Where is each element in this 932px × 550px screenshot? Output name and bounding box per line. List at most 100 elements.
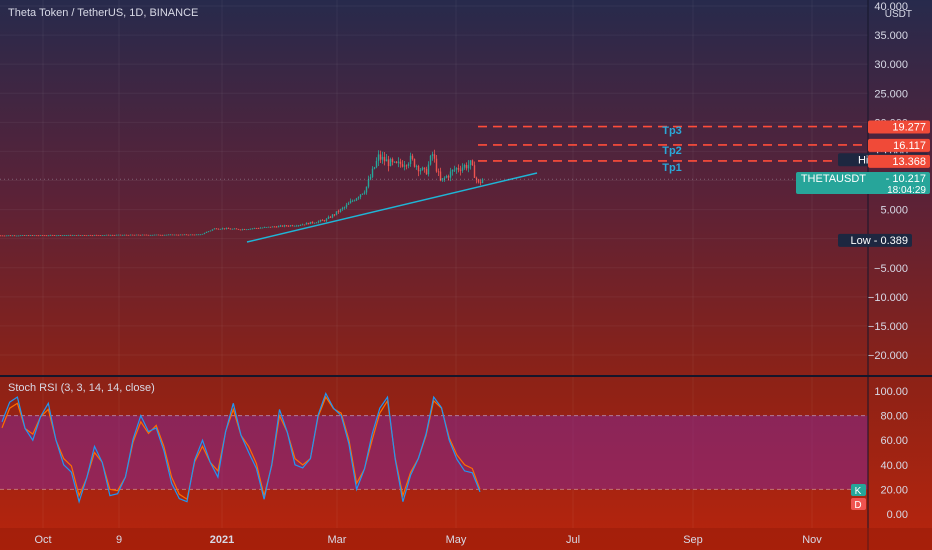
time-tick-label: Mar [328, 534, 347, 546]
time-tick-label: Jul [566, 534, 580, 546]
candle-body [75, 235, 78, 236]
candle-body [1, 235, 4, 237]
low-badge[interactable] [838, 233, 912, 247]
candle-body [463, 165, 466, 168]
oscillator-title: Stoch RSI (3, 3, 14, 14, close) [8, 382, 155, 394]
candle-body [421, 167, 424, 171]
candle-body [5, 235, 8, 237]
candle-body [281, 225, 284, 227]
candle-body [293, 225, 296, 227]
candle-body [439, 171, 442, 181]
candle-body [409, 155, 412, 164]
candle-body [349, 201, 352, 204]
osc-tick-label: 80.00 [880, 411, 908, 423]
oscillator-pane[interactable] [0, 392, 868, 504]
candle-body [389, 159, 392, 167]
level-19-badge-text: 19.277 [892, 122, 926, 134]
candle-body [199, 234, 202, 236]
candle-body [103, 235, 106, 236]
candle-body [13, 235, 16, 237]
stoch-k-line [1, 392, 481, 504]
candle-body [143, 234, 146, 236]
candle-body [137, 234, 140, 236]
candle-body [339, 209, 342, 212]
candle-body [133, 234, 136, 236]
candle-body [285, 225, 288, 227]
candle-body [179, 234, 182, 236]
candle-body [105, 234, 108, 236]
candle-body [343, 207, 346, 208]
candle-body [235, 228, 238, 230]
candle-body [413, 158, 416, 167]
candle-body [157, 234, 160, 236]
price-tick-label: −15.000 [868, 321, 908, 333]
candle-body [417, 166, 420, 172]
level-19-badge[interactable] [868, 120, 930, 134]
candle-body [121, 234, 124, 236]
candle-body [315, 222, 318, 224]
candle-body [131, 234, 134, 236]
price-axis[interactable]: 40.00035.00030.00025.00020.00015.00010.0… [796, 1, 930, 521]
candle-body [139, 234, 142, 236]
candle-body [67, 235, 70, 236]
candle-body [445, 176, 448, 178]
level-13-badge[interactable] [868, 154, 930, 168]
candle-body [449, 171, 452, 178]
price-pane[interactable]: Tp3 Tp2 Tp1 [0, 125, 868, 243]
osc-tick-label: 20.00 [880, 484, 908, 496]
candle-body [387, 159, 390, 167]
candle-body [429, 155, 432, 165]
candle-body [209, 230, 212, 232]
trendline[interactable] [246, 172, 538, 243]
candle-body [289, 225, 292, 227]
candle-body [115, 234, 118, 236]
candle-body [407, 163, 410, 166]
candle-body [149, 234, 152, 236]
price-tick-label: 35.000 [874, 30, 908, 42]
candle-body [455, 167, 458, 170]
candle-body [77, 234, 80, 236]
candle-body [263, 227, 266, 228]
candle-body [31, 235, 34, 236]
symbol-badge[interactable] [796, 172, 930, 194]
candle-body [481, 179, 484, 184]
candle-body [51, 235, 54, 236]
candle-body [245, 229, 248, 231]
candle-body [473, 165, 476, 178]
candle-body [197, 234, 200, 236]
candle-body [381, 156, 384, 160]
candle-body [41, 235, 44, 236]
candle-body [385, 159, 388, 162]
time-axis[interactable]: Oct 9 2021 Mar May Jul Sep Nov [0, 528, 932, 550]
target-label-tp2: Tp2 [662, 145, 682, 157]
currency-label: USDT [885, 9, 912, 20]
candle-body [0, 235, 2, 237]
candle-body [237, 228, 240, 230]
candle-body [47, 235, 50, 237]
level-16-badge[interactable] [868, 138, 930, 152]
candle-body [69, 235, 72, 236]
candle-body [251, 228, 254, 230]
time-tick-label: Sep [683, 534, 703, 546]
candle-body [79, 234, 82, 236]
candle-body [425, 168, 428, 175]
time-axis-bg [0, 528, 932, 550]
target-label-tp3: Tp3 [662, 125, 682, 137]
time-tick-label: May [446, 534, 467, 546]
candle-body [29, 235, 32, 236]
candle-body [415, 166, 418, 167]
candle-body [83, 235, 86, 236]
candle-body [159, 234, 162, 236]
candle-body [135, 234, 138, 236]
candle-body [309, 221, 312, 225]
k-badge-label: K [855, 486, 862, 497]
candle-body [73, 235, 76, 236]
candle-body [435, 158, 438, 172]
candle-body [217, 228, 220, 230]
time-tick-label: Nov [802, 534, 822, 546]
candle-body [9, 235, 12, 237]
candle-body [329, 216, 332, 218]
candle-body [297, 225, 300, 227]
